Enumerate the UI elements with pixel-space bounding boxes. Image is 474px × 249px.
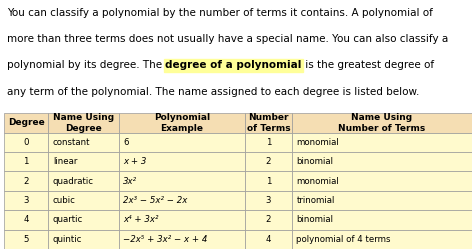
Text: cubic: cubic xyxy=(53,196,76,205)
Text: linear: linear xyxy=(53,157,77,166)
Text: quartic: quartic xyxy=(53,215,83,224)
Bar xyxy=(118,210,245,230)
Text: Number
of Terms: Number of Terms xyxy=(246,113,290,133)
Text: Name Using
Number of Terms: Name Using Number of Terms xyxy=(338,113,426,133)
Bar xyxy=(292,230,472,249)
Bar xyxy=(245,191,292,210)
Text: Name Using
Degree: Name Using Degree xyxy=(53,113,114,133)
Bar xyxy=(48,172,119,191)
Bar xyxy=(292,152,472,172)
Bar xyxy=(48,191,119,210)
Text: constant: constant xyxy=(53,138,91,147)
Bar xyxy=(118,152,245,172)
Text: 3: 3 xyxy=(23,196,29,205)
Bar xyxy=(292,210,472,230)
Text: 3x²: 3x² xyxy=(123,177,137,186)
Bar xyxy=(4,230,48,249)
Bar xyxy=(245,133,292,152)
Bar xyxy=(118,191,245,210)
Bar xyxy=(118,172,245,191)
Bar xyxy=(245,230,292,249)
Bar xyxy=(48,152,119,172)
Text: 1: 1 xyxy=(265,177,271,186)
Text: 2: 2 xyxy=(265,215,271,224)
Bar xyxy=(48,133,119,152)
Text: Degree: Degree xyxy=(8,119,45,127)
Text: x + 3: x + 3 xyxy=(123,157,146,166)
Bar xyxy=(4,172,48,191)
Text: polynomial by its degree. The: polynomial by its degree. The xyxy=(7,61,165,70)
Text: polynomial of 4 terms: polynomial of 4 terms xyxy=(296,235,391,244)
Text: 2x³ − 5x² − 2x: 2x³ − 5x² − 2x xyxy=(123,196,188,205)
Text: 6: 6 xyxy=(123,138,129,147)
Bar xyxy=(245,172,292,191)
Text: 4: 4 xyxy=(265,235,271,244)
Text: −2x⁵ + 3x² − x + 4: −2x⁵ + 3x² − x + 4 xyxy=(123,235,208,244)
Bar xyxy=(245,210,292,230)
Text: binomial: binomial xyxy=(296,215,334,224)
Bar xyxy=(4,210,48,230)
Text: 2: 2 xyxy=(23,177,29,186)
Bar xyxy=(48,113,119,133)
Text: monomial: monomial xyxy=(296,177,339,186)
Text: degree of a polynomial: degree of a polynomial xyxy=(165,61,302,70)
Bar xyxy=(4,191,48,210)
Bar xyxy=(4,113,48,133)
Text: is the greatest degree of: is the greatest degree of xyxy=(302,61,434,70)
Text: monomial: monomial xyxy=(296,138,339,147)
Bar xyxy=(4,152,48,172)
Text: trinomial: trinomial xyxy=(296,196,335,205)
Text: 0: 0 xyxy=(23,138,29,147)
Text: more than three terms does not usually have a special name. You can also classif: more than three terms does not usually h… xyxy=(7,34,448,44)
Text: 3: 3 xyxy=(265,196,271,205)
Bar xyxy=(48,230,119,249)
Text: 2: 2 xyxy=(265,157,271,166)
Text: Polynomial
Example: Polynomial Example xyxy=(154,113,210,133)
Text: 4: 4 xyxy=(23,215,29,224)
Bar xyxy=(118,133,245,152)
Text: 1: 1 xyxy=(23,157,29,166)
Bar xyxy=(48,210,119,230)
Text: 5: 5 xyxy=(23,235,29,244)
Bar xyxy=(292,113,472,133)
Text: x⁴ + 3x²: x⁴ + 3x² xyxy=(123,215,159,224)
Bar xyxy=(292,172,472,191)
Text: binomial: binomial xyxy=(296,157,334,166)
Text: quadratic: quadratic xyxy=(53,177,94,186)
Text: any term of the polynomial. The name assigned to each degree is listed below.: any term of the polynomial. The name ass… xyxy=(7,87,419,97)
Bar xyxy=(118,230,245,249)
Bar xyxy=(245,152,292,172)
Text: 1: 1 xyxy=(265,138,271,147)
Bar xyxy=(292,133,472,152)
Bar xyxy=(292,191,472,210)
Bar xyxy=(245,113,292,133)
Bar xyxy=(4,133,48,152)
Bar xyxy=(118,113,245,133)
Text: You can classify a polynomial by the number of terms it contains. A polynomial o: You can classify a polynomial by the num… xyxy=(7,8,433,18)
Text: quintic: quintic xyxy=(53,235,82,244)
